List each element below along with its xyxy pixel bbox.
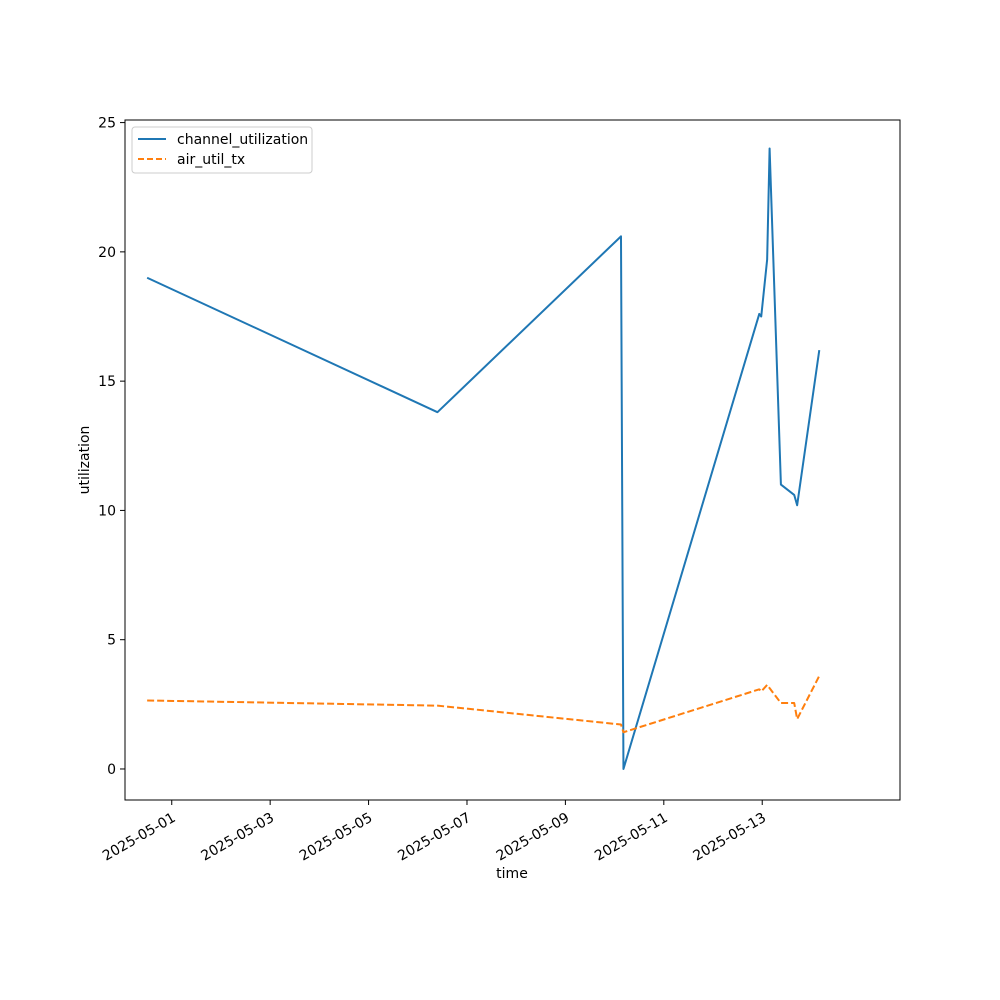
legend: channel_utilization air_util_tx (131, 126, 313, 174)
plot-frame (124, 119, 901, 801)
y-axis: 0 5 10 15 20 25 (98, 116, 125, 778)
series-layer (146, 147, 821, 770)
y-tick-label: 25 (98, 116, 116, 132)
legend-label-channel-utilization: channel_utilization (177, 132, 308, 148)
legend-box (131, 126, 313, 174)
legend-label-air-util-tx: air_util_tx (177, 152, 245, 168)
y-tick-label: 0 (107, 762, 116, 778)
y-tick-label: 5 (107, 633, 116, 649)
y-tick-label: 20 (98, 245, 116, 261)
series-line-channel-utilization (146, 147, 821, 770)
series-line-air-util-tx (147, 675, 821, 734)
y-tick-label: 15 (98, 374, 116, 390)
y-axis-label: utilization (77, 426, 93, 495)
y-tick-label: 10 (98, 503, 116, 519)
x-axis-label: time (496, 866, 528, 882)
